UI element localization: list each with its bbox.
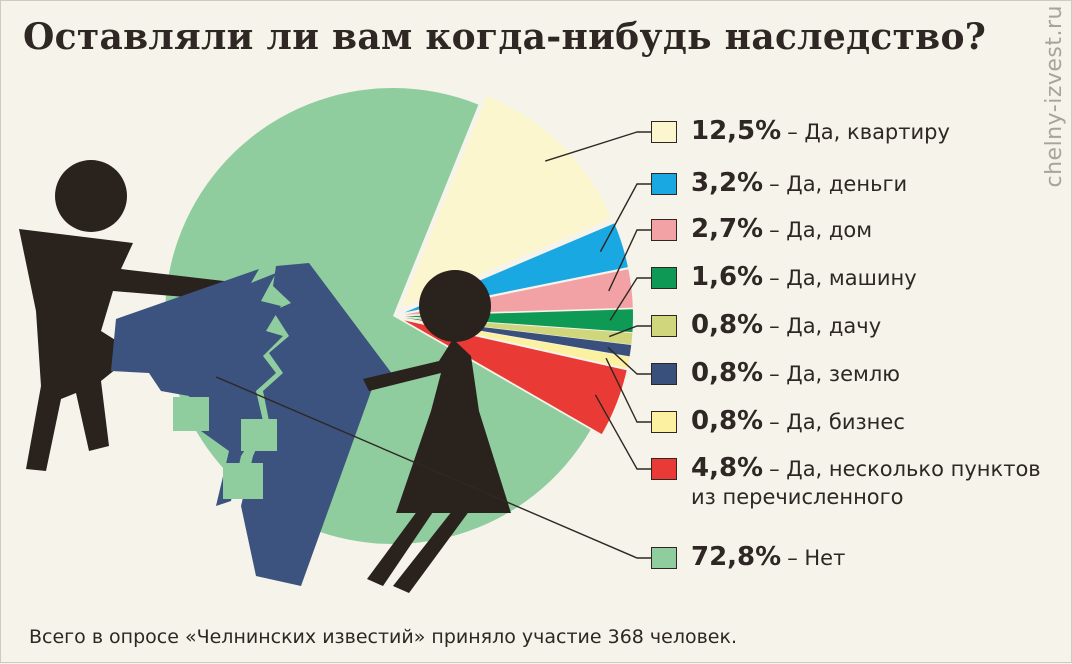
house-right-illustration (241, 263, 396, 586)
legend-category: – Да, несколько пунктов (769, 457, 1041, 481)
legend-category: – Да, деньги (769, 172, 908, 196)
legend-category: – Нет (787, 546, 846, 570)
legend-label: 3,2% – Да, деньги (691, 169, 907, 198)
woman-head-illustration (419, 270, 491, 342)
legend-percent: 4,8% (691, 453, 764, 483)
leader-line (545, 131, 651, 162)
legend-label: 1,6% – Да, машину (691, 263, 917, 292)
legend-category: – Да, дом (769, 218, 873, 242)
legend-label: 0,8% – Да, дачу (691, 311, 881, 340)
legend-swatch (651, 267, 677, 289)
house-window-illustration (167, 438, 201, 468)
legend-label: 4,8% – Да, несколько пунктов из перечислен… (691, 454, 1041, 511)
leader-line (608, 325, 651, 338)
woman-leg-illustration (393, 506, 473, 593)
legend-label: 0,8% – Да, бизнес (691, 407, 905, 436)
legend-swatch (651, 363, 677, 385)
house-window-illustration (223, 463, 263, 499)
legend-category: – Да, бизнес (769, 410, 905, 434)
legend-swatch (651, 219, 677, 241)
woman-leg-illustration (367, 506, 437, 586)
legend-category: – Да, землю (769, 362, 900, 386)
house-window-illustration (241, 419, 277, 451)
legend-percent: 3,2% (691, 168, 764, 198)
legend-label: 72,8% – Нет (691, 543, 845, 572)
legend-swatch (651, 173, 677, 195)
leader-line (607, 346, 651, 375)
legend-leader-lines (215, 131, 651, 559)
illustration-figures (19, 160, 511, 593)
house-left-illustration (111, 269, 283, 506)
legend-label: 12,5% – Да, квартиру (691, 117, 950, 146)
legend-swatch (651, 121, 677, 143)
legend-category: – Да, дачу (769, 314, 882, 338)
legend-percent: 1,6% (691, 262, 764, 292)
legend-percent: 0,8% (691, 406, 764, 436)
leader-line (609, 277, 651, 321)
legend-swatch (651, 547, 677, 569)
legend-percent: 0,8% (691, 358, 764, 388)
legend-swatch (651, 411, 677, 433)
chart-title: Оставляли ли вам когда-нибудь наследство… (23, 16, 987, 58)
leader-line (215, 376, 651, 559)
woman-body-illustration (363, 339, 511, 513)
leader-line (608, 229, 651, 292)
legend-percent: 2,7% (691, 214, 764, 244)
house-window-illustration (173, 397, 209, 431)
legend-percent: 0,8% (691, 310, 764, 340)
man-head-illustration (55, 160, 127, 232)
legend-category-continued: из перечисленного (691, 485, 904, 509)
leader-line (599, 183, 651, 252)
legend-swatch (651, 458, 677, 480)
legend-percent: 72,8% (691, 542, 782, 572)
pie-slice (401, 96, 612, 308)
legend-category: – Да, машину (769, 266, 917, 290)
legend-swatch (651, 315, 677, 337)
legend-label: 0,8% – Да, землю (691, 359, 900, 388)
leader-line (605, 357, 651, 423)
legend-percent: 12,5% (691, 116, 782, 146)
footnote: Всего в опросе «Челнинских известий» при… (29, 626, 737, 648)
legend-label: 2,7% – Да, дом (691, 215, 872, 244)
leader-line (594, 394, 651, 470)
legend-category: – Да, квартиру (787, 120, 950, 144)
